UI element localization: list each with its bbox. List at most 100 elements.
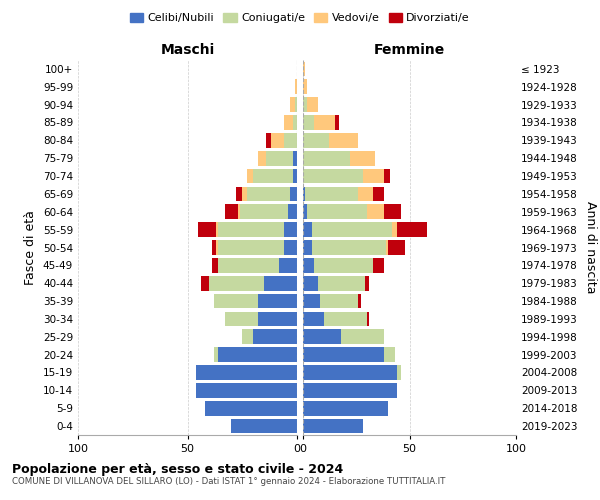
Bar: [225, 312, 257, 326]
Bar: [303, 151, 350, 166]
Legend: Celibi/Nubili, Coniugati/e, Vedovi/e, Divorziati/e: Celibi/Nubili, Coniugati/e, Vedovi/e, Di…: [125, 8, 475, 28]
Bar: [388, 240, 405, 255]
Y-axis label: Fasce di età: Fasce di età: [25, 210, 37, 285]
Bar: [386, 240, 388, 255]
Bar: [253, 330, 297, 344]
Bar: [266, 151, 293, 166]
Bar: [303, 204, 307, 219]
Y-axis label: Anni di nascita: Anni di nascita: [584, 201, 597, 294]
Bar: [247, 168, 253, 184]
Bar: [303, 419, 362, 434]
Bar: [214, 348, 218, 362]
Bar: [303, 365, 397, 380]
Bar: [205, 401, 297, 415]
Bar: [290, 98, 295, 112]
Bar: [303, 348, 384, 362]
Title: Maschi: Maschi: [160, 44, 215, 58]
Bar: [216, 222, 218, 237]
Bar: [295, 80, 297, 94]
Bar: [284, 222, 297, 237]
Bar: [196, 365, 297, 380]
Bar: [240, 204, 288, 219]
Bar: [367, 312, 369, 326]
Title: Femmine: Femmine: [374, 44, 445, 58]
Bar: [242, 186, 247, 201]
Bar: [200, 276, 209, 290]
Bar: [284, 115, 293, 130]
Bar: [335, 115, 339, 130]
Bar: [314, 258, 373, 272]
Bar: [303, 133, 329, 148]
Bar: [329, 133, 358, 148]
Bar: [209, 276, 264, 290]
Bar: [236, 186, 242, 201]
Bar: [307, 98, 318, 112]
Bar: [232, 419, 297, 434]
Bar: [373, 186, 384, 201]
Bar: [293, 168, 297, 184]
Bar: [225, 204, 238, 219]
Bar: [303, 294, 320, 308]
Bar: [303, 312, 325, 326]
Bar: [238, 204, 240, 219]
Bar: [314, 115, 335, 130]
Bar: [196, 383, 297, 398]
Bar: [212, 240, 216, 255]
Bar: [218, 222, 284, 237]
Bar: [358, 294, 361, 308]
Bar: [290, 186, 297, 201]
Bar: [218, 258, 280, 272]
Bar: [218, 348, 297, 362]
Bar: [397, 365, 401, 380]
Bar: [384, 168, 391, 184]
Bar: [284, 133, 297, 148]
Bar: [303, 240, 311, 255]
Bar: [257, 312, 297, 326]
Bar: [303, 258, 314, 272]
Bar: [303, 383, 397, 398]
Bar: [303, 80, 307, 94]
Bar: [257, 294, 297, 308]
Bar: [247, 186, 290, 201]
Bar: [264, 276, 297, 290]
Bar: [318, 276, 365, 290]
Bar: [373, 258, 384, 272]
Bar: [325, 312, 367, 326]
Bar: [341, 330, 384, 344]
Bar: [280, 258, 297, 272]
Bar: [242, 330, 253, 344]
Bar: [216, 240, 218, 255]
Bar: [271, 133, 284, 148]
Bar: [384, 204, 401, 219]
Bar: [392, 222, 397, 237]
Bar: [303, 62, 305, 76]
Bar: [320, 294, 358, 308]
Text: Popolazione per età, sesso e stato civile - 2024: Popolazione per età, sesso e stato civil…: [12, 462, 343, 475]
Bar: [257, 151, 266, 166]
Bar: [303, 98, 307, 112]
Bar: [397, 222, 427, 237]
Bar: [288, 204, 297, 219]
Bar: [303, 276, 318, 290]
Bar: [293, 115, 297, 130]
Bar: [305, 186, 358, 201]
Text: COMUNE DI VILLANOVA DEL SILLARO (LO) - Dati ISTAT 1° gennaio 2024 - Elaborazione: COMUNE DI VILLANOVA DEL SILLARO (LO) - D…: [12, 478, 445, 486]
Bar: [367, 204, 384, 219]
Bar: [212, 258, 218, 272]
Bar: [384, 348, 395, 362]
Bar: [303, 401, 388, 415]
Bar: [303, 168, 362, 184]
Bar: [303, 186, 305, 201]
Bar: [303, 222, 311, 237]
Bar: [358, 186, 373, 201]
Bar: [365, 276, 369, 290]
Bar: [350, 151, 376, 166]
Bar: [218, 240, 284, 255]
Bar: [266, 133, 271, 148]
Bar: [307, 204, 367, 219]
Bar: [253, 168, 293, 184]
Bar: [303, 115, 314, 130]
Bar: [311, 222, 392, 237]
Bar: [303, 330, 341, 344]
Bar: [214, 294, 257, 308]
